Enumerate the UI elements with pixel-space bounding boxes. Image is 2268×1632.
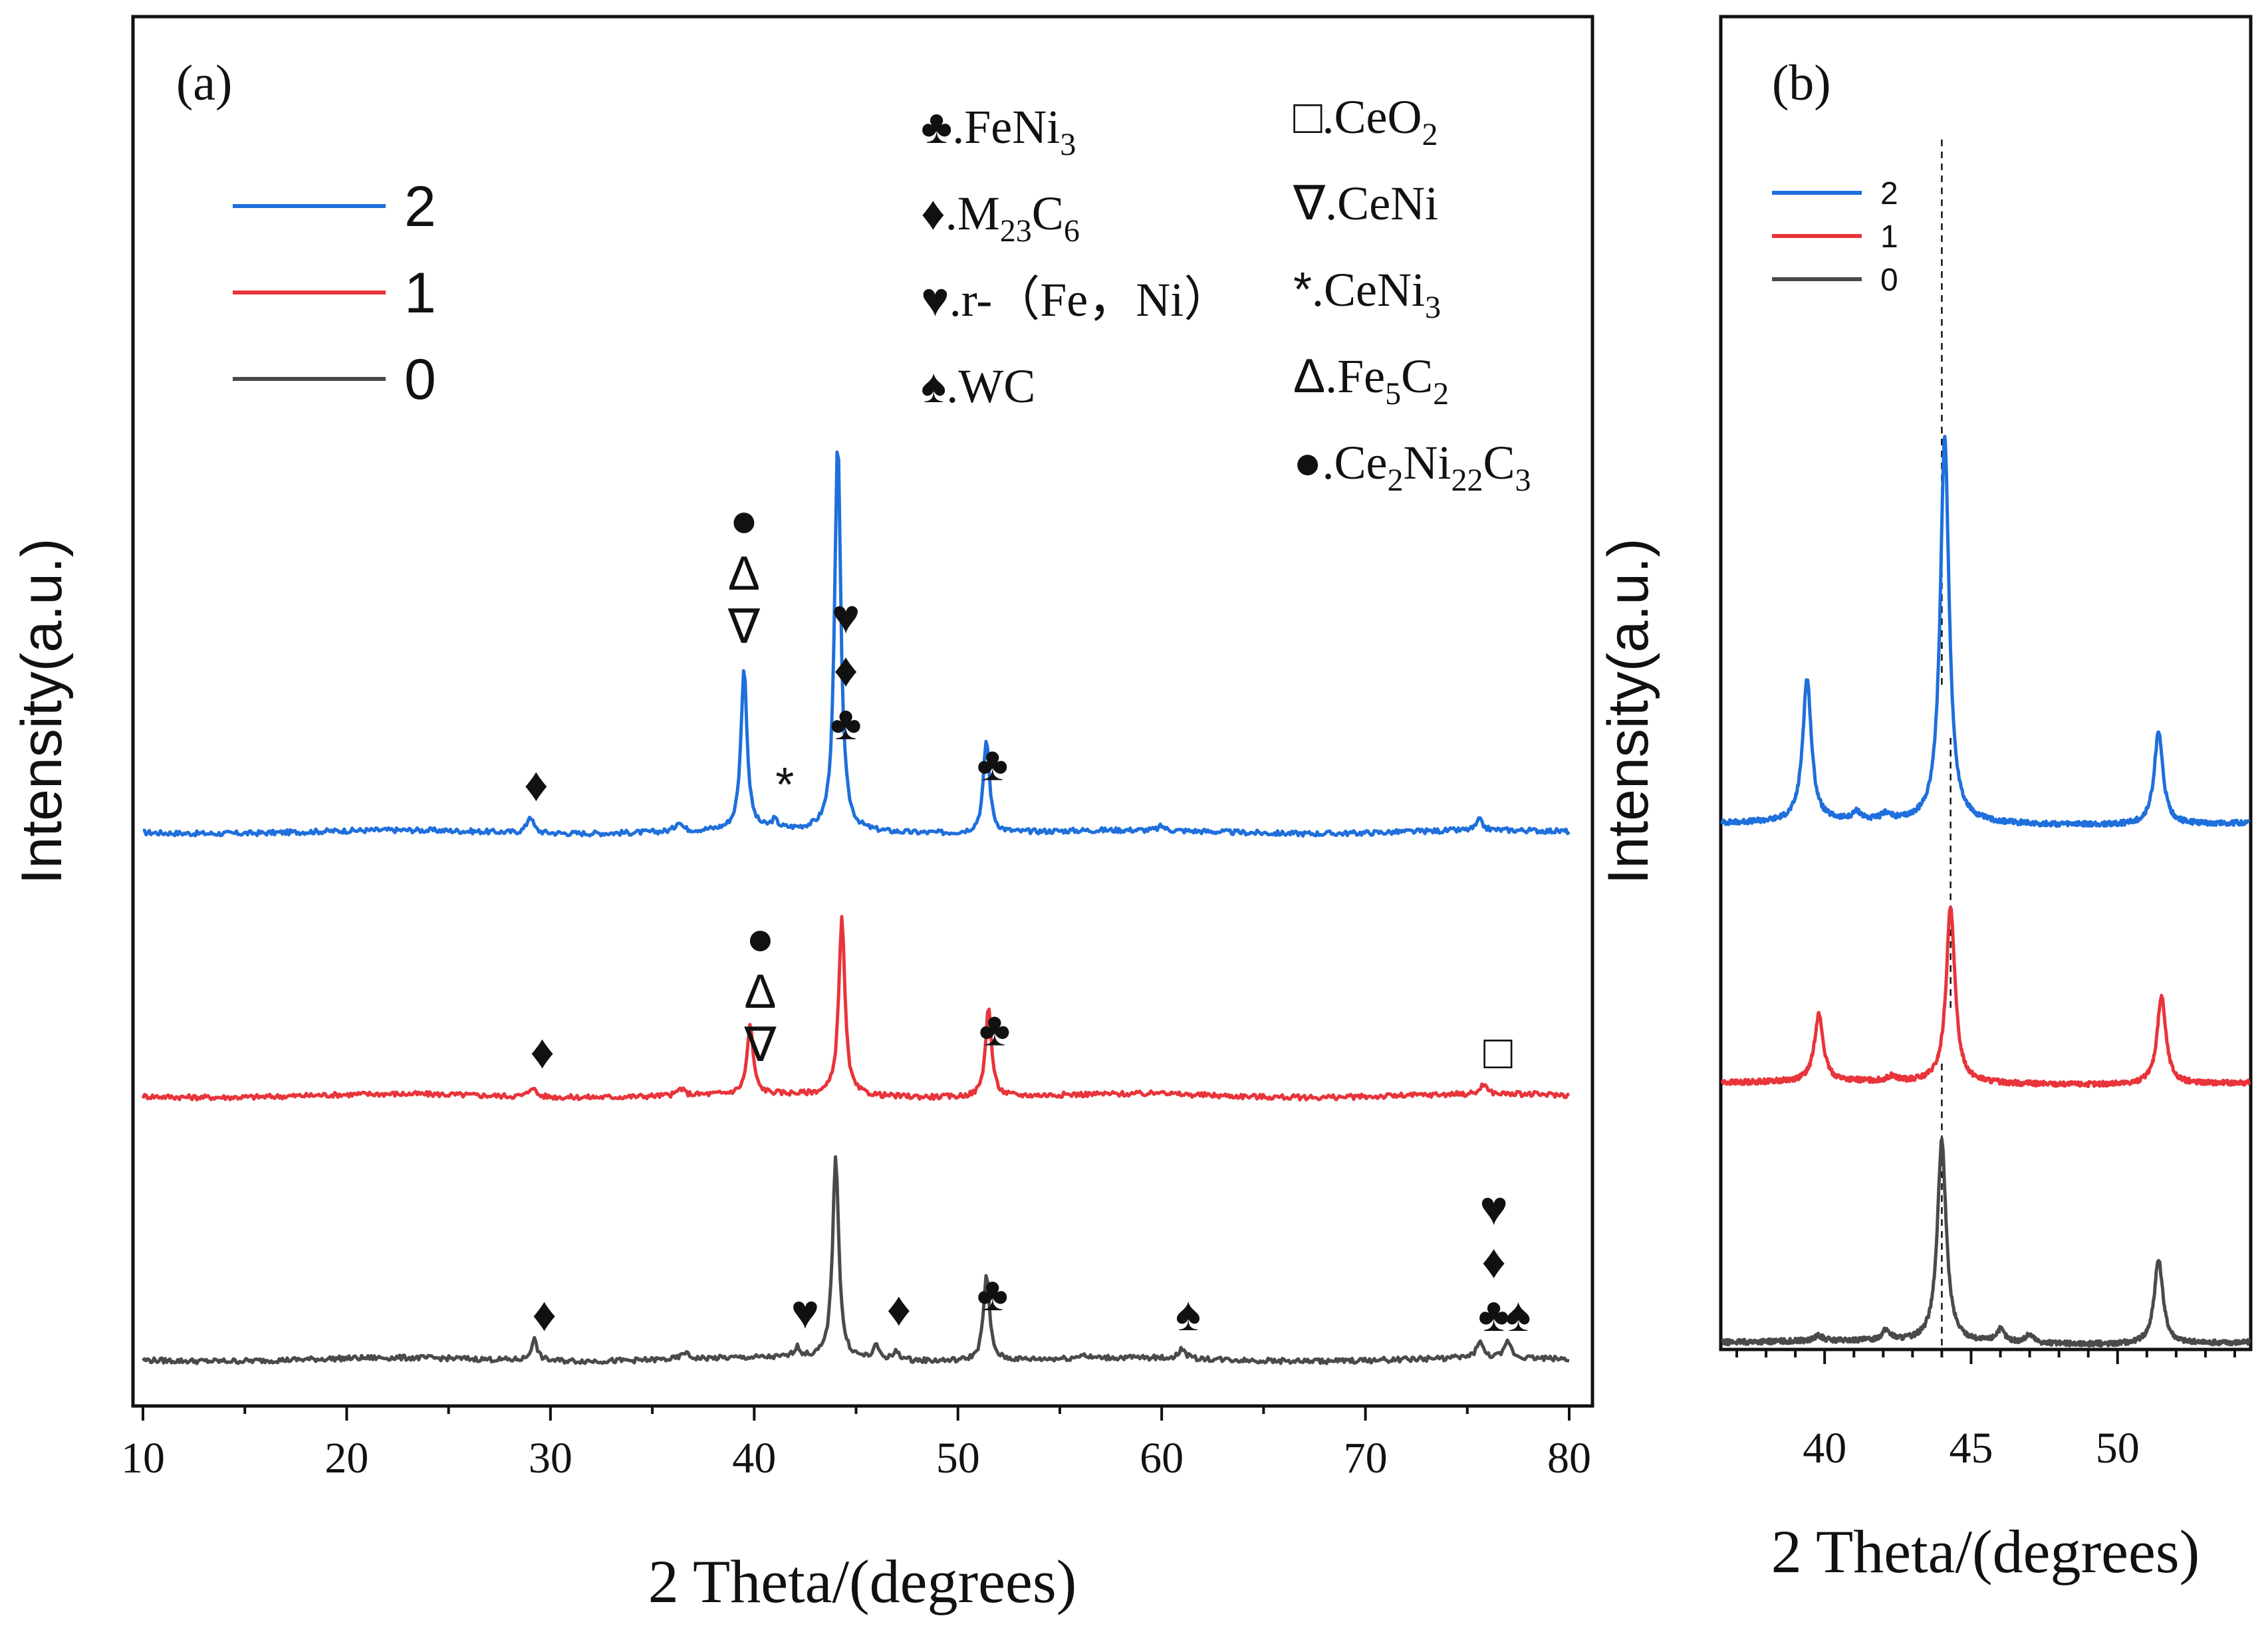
peak-marker: * xyxy=(775,758,794,812)
x-tick-label: 60 xyxy=(1140,1434,1184,1482)
x-tick-label: 80 xyxy=(1547,1434,1591,1482)
legend-label-1: 1 xyxy=(404,261,436,325)
legend-label-1: 1 xyxy=(1880,219,1898,255)
peak-marker: Δ xyxy=(728,547,760,600)
peak-marker: ♦ xyxy=(886,1282,911,1336)
panel-b: (b) 40 45 50 2 1 0 2 Theta/(degrees) Intensi… xyxy=(1596,15,2253,1585)
phase-legend-item: ●.Ce2Ni22C3 xyxy=(1293,436,1531,498)
peak-marker: ♦ xyxy=(530,1025,555,1078)
peak-marker: □ xyxy=(1483,1026,1513,1079)
panel-a-peak-annotations: ♦∇Δ●*♣♦♥♣♦ ∇Δ●♣ □♦ ♥ ♦ ♣ ♠ ♣♦♥♠ xyxy=(524,494,1531,1341)
phase-legend-item: Δ.Fe5C2 xyxy=(1293,350,1449,411)
peak-marker: Δ xyxy=(744,965,776,1018)
phase-legend-item: ♦.M23C6 xyxy=(921,187,1080,249)
peak-marker: ♦ xyxy=(532,1288,557,1341)
phase-legend-item: ∇.CeNi xyxy=(1293,177,1438,230)
x-tick-label: 20 xyxy=(324,1434,368,1482)
peak-marker: ♦ xyxy=(834,643,858,697)
peak-marker: ∇ xyxy=(743,1018,777,1072)
peak-marker: ♣ xyxy=(979,1002,1010,1056)
x-tick-label: 70 xyxy=(1344,1434,1388,1482)
x-tick-label: 50 xyxy=(2096,1424,2140,1472)
peak-marker: ♥ xyxy=(832,590,860,643)
panel-a-label: (a) xyxy=(176,55,232,111)
peak-marker: ♠ xyxy=(1505,1288,1531,1341)
panel-a-y-axis-title: Intensity(a.u.) xyxy=(10,538,74,885)
peak-marker: ∇ xyxy=(727,600,761,653)
peak-marker: ♠ xyxy=(1176,1288,1201,1341)
peak-marker: ♣ xyxy=(977,738,1008,791)
panel-b-label: (b) xyxy=(1772,55,1831,111)
x-tick-label: 40 xyxy=(1803,1424,1846,1472)
series-0-line xyxy=(142,1155,1570,1365)
panel-b-x-axis: 40 45 50 xyxy=(1735,1349,2236,1472)
peak-marker: ♦ xyxy=(1481,1235,1506,1288)
legend-label-2: 2 xyxy=(1880,176,1898,211)
panel-a-legend: 2 1 0 xyxy=(233,175,436,411)
legend-label-0: 0 xyxy=(1880,263,1898,298)
panel-a-frame xyxy=(131,15,1594,1408)
peak-marker: ♥ xyxy=(1479,1182,1508,1235)
panel-b-x-axis-title: 2 Theta/(degrees) xyxy=(1771,1518,2200,1585)
panel-a-phase-legend: ♣.FeNi3 ♦.M23C6 ♥.r-（Fe，Ni） ♠.WC □.CeO2 ∇.CeN… xyxy=(921,90,1531,498)
panel-b-series xyxy=(1720,435,2251,1348)
x-tick-label: 40 xyxy=(732,1434,776,1482)
phase-legend-item: ♠.WC xyxy=(921,360,1035,413)
peak-marker: ♦ xyxy=(524,758,549,811)
panel-a-series xyxy=(141,450,1571,1365)
legend-label-2: 2 xyxy=(404,175,436,239)
peak-marker: ● xyxy=(729,494,759,547)
phase-legend-item: ♥.r-（Fe，Ni） xyxy=(921,273,1231,326)
series-1-line xyxy=(1720,905,2251,1088)
peak-marker: ♣ xyxy=(977,1268,1008,1321)
x-tick-label: 50 xyxy=(936,1434,980,1482)
series-1-line xyxy=(141,915,1571,1102)
x-tick-label: 10 xyxy=(121,1434,165,1482)
phase-legend-item: □.CeO2 xyxy=(1293,90,1438,152)
series-2-line xyxy=(1720,435,2251,828)
panel-b-reference-lines xyxy=(1941,140,1952,1346)
panel-a-x-axis-title: 2 Theta/(degrees) xyxy=(648,1548,1077,1615)
panel-b-frame xyxy=(1719,15,2253,1351)
panel-b-y-axis-title: Intensity(a.u.) xyxy=(1596,538,1660,885)
x-tick-label: 30 xyxy=(529,1434,572,1482)
panel-a-x-axis: 10 20 30 40 50 60 70 80 xyxy=(121,1406,1591,1482)
legend-label-0: 0 xyxy=(404,348,436,411)
phase-legend-item: *.CeNi3 xyxy=(1293,263,1441,325)
peak-marker: ● xyxy=(746,912,775,965)
peak-marker: ♥ xyxy=(791,1286,820,1339)
phase-legend-item: ♣.FeNi3 xyxy=(921,100,1076,162)
x-tick-label: 45 xyxy=(1949,1424,1993,1472)
peak-marker: ♣ xyxy=(830,697,862,750)
series-2-line xyxy=(142,450,1571,838)
series-0-line xyxy=(1721,1137,2251,1348)
panel-b-legend: 2 1 0 xyxy=(1772,176,1898,298)
panel-a: (a) 10 20 30 40 50 60 70 80 210 ♣.FeNi3♦.M23C6♥… xyxy=(10,15,1594,1615)
peak-marker: ♣ xyxy=(1478,1288,1509,1341)
